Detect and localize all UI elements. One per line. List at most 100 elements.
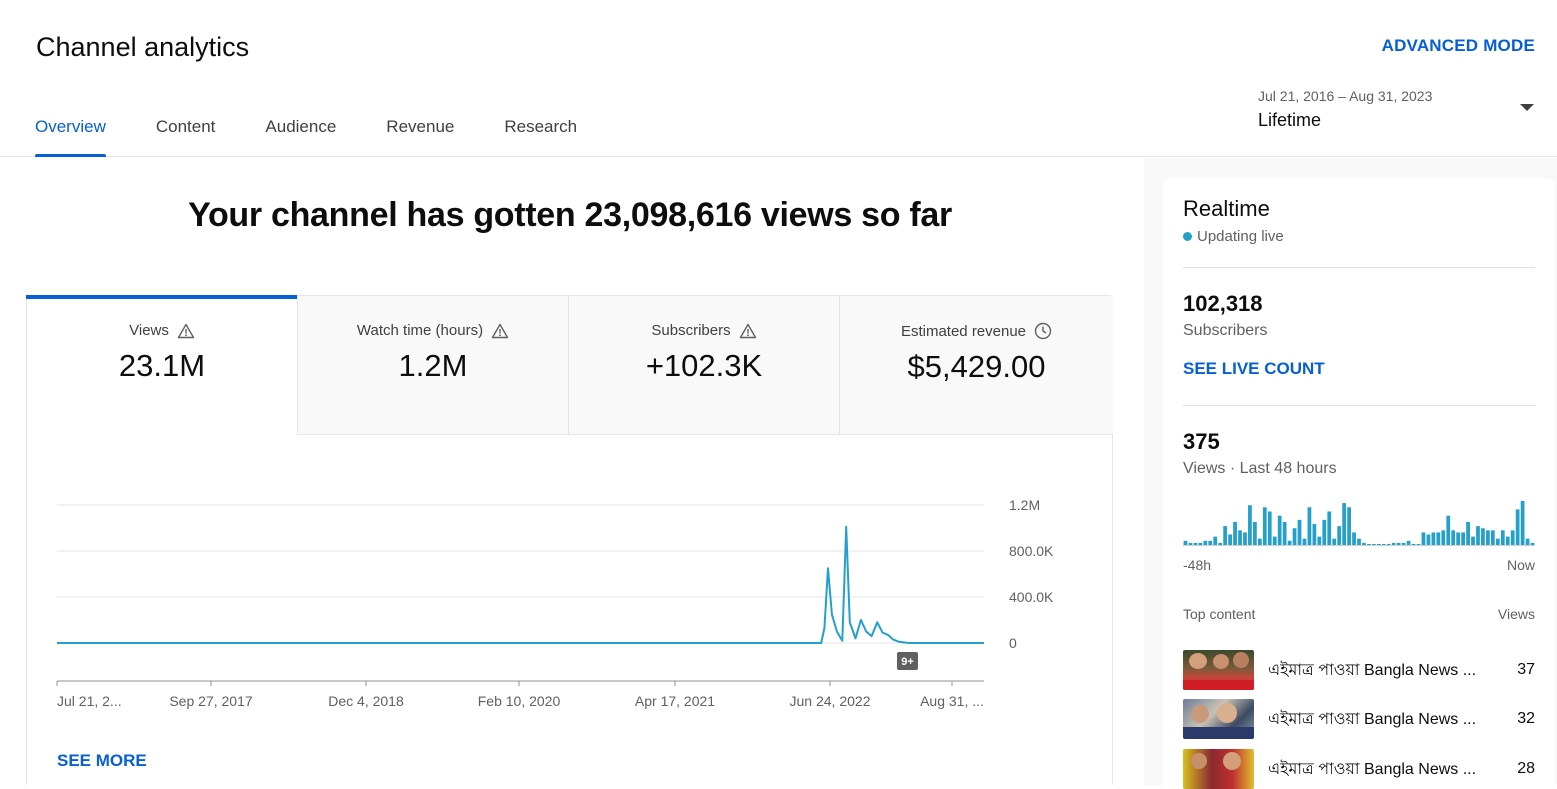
date-range-picker[interactable]: Jul 21, 2016 – Aug 31, 2023 Lifetime (1258, 88, 1538, 131)
realtime-bar[interactable] (1381, 544, 1386, 545)
video-thumbnail[interactable] (1183, 650, 1254, 690)
tab-audience[interactable]: Audience (265, 117, 337, 136)
views-line-chart[interactable]: 1.2M 800.0K 400.0K 0 Jul 21, 2... Sep 27, 201… (27, 436, 1114, 736)
realtime-bar[interactable] (1466, 521, 1470, 545)
realtime-bar[interactable] (1188, 542, 1193, 545)
realtime-bar[interactable] (1312, 524, 1317, 545)
realtime-bar[interactable] (1198, 542, 1203, 545)
video-thumbnail[interactable] (1183, 749, 1254, 789)
realtime-bar[interactable] (1253, 521, 1257, 545)
realtime-bar[interactable] (1401, 542, 1406, 545)
realtime-bar[interactable] (1337, 526, 1342, 545)
top-content-item[interactable]: এইমাত্র পাওয়া Bangla News ... 32 (1183, 699, 1535, 739)
realtime-bar[interactable] (1471, 536, 1475, 545)
realtime-bar[interactable] (1297, 519, 1302, 545)
realtime-bar[interactable] (1530, 542, 1535, 545)
realtime-bar[interactable] (1327, 511, 1332, 545)
realtime-bar[interactable] (1362, 542, 1366, 545)
realtime-bar[interactable] (1248, 505, 1252, 545)
realtime-bar[interactable] (1322, 519, 1327, 545)
realtime-bar[interactable] (1510, 530, 1515, 545)
realtime-bar[interactable] (1272, 536, 1277, 545)
realtime-bar[interactable] (1371, 544, 1376, 545)
realtime-bar[interactable] (1262, 507, 1267, 545)
warning-icon[interactable] (739, 323, 757, 339)
realtime-bar[interactable] (1243, 532, 1247, 545)
dropdown-caret-icon[interactable] (1520, 104, 1534, 111)
realtime-bar[interactable] (1441, 530, 1446, 545)
realtime-bar[interactable] (1223, 526, 1228, 545)
clock-icon[interactable] (1034, 322, 1052, 340)
realtime-bar[interactable] (1277, 515, 1282, 545)
tab-overview[interactable]: Overview (35, 117, 106, 157)
realtime-bar[interactable] (1357, 538, 1361, 545)
see-more-link[interactable]: SEE MORE (57, 751, 147, 770)
realtime-bar[interactable] (1411, 544, 1416, 545)
realtime-bar[interactable] (1317, 536, 1322, 545)
metric-tab-views[interactable]: Views 23.1M (26, 295, 298, 435)
realtime-bar[interactable] (1456, 532, 1461, 545)
realtime-bar[interactable] (1238, 530, 1242, 545)
realtime-bar[interactable] (1416, 544, 1421, 545)
realtime-bar[interactable] (1486, 530, 1490, 545)
realtime-bar[interactable] (1520, 501, 1525, 545)
realtime-bar[interactable] (1208, 540, 1213, 545)
realtime-bar[interactable] (1490, 530, 1495, 545)
realtime-bar[interactable] (1376, 544, 1381, 545)
realtime-bar[interactable] (1307, 507, 1312, 545)
realtime-bar[interactable] (1347, 507, 1351, 545)
views-series-line[interactable] (57, 525, 984, 644)
realtime-bar[interactable] (1461, 532, 1465, 545)
realtime-bar[interactable] (1515, 509, 1520, 545)
top-content-item[interactable]: এইমাত্র পাওয়া Bangla News ... 28 (1183, 749, 1535, 789)
annotation-badge[interactable] (897, 652, 918, 670)
realtime-bar[interactable] (1391, 542, 1396, 545)
realtime-bar[interactable] (1500, 530, 1505, 545)
realtime-bar[interactable] (1292, 528, 1297, 545)
realtime-bar[interactable] (1421, 532, 1426, 545)
realtime-bar[interactable] (1446, 515, 1451, 545)
realtime-bar[interactable] (1451, 530, 1456, 545)
realtime-bar[interactable] (1233, 521, 1237, 545)
realtime-bar[interactable] (1386, 544, 1391, 545)
realtime-bar[interactable] (1476, 526, 1480, 545)
tab-revenue[interactable]: Revenue (386, 117, 455, 136)
video-thumbnail[interactable] (1183, 699, 1254, 739)
realtime-bar[interactable] (1426, 534, 1431, 545)
realtime-bar[interactable] (1302, 538, 1307, 545)
tab-research[interactable]: Research (504, 117, 578, 136)
realtime-bar[interactable] (1406, 540, 1411, 545)
advanced-mode-button[interactable]: ADVANCED MODE (1381, 36, 1535, 55)
realtime-bar[interactable] (1183, 540, 1188, 545)
realtime-bar[interactable] (1213, 536, 1218, 545)
realtime-bar[interactable] (1481, 528, 1485, 545)
realtime-bar[interactable] (1505, 536, 1510, 545)
realtime-bar[interactable] (1218, 542, 1223, 545)
live-indicator: Updating live (1183, 228, 1284, 245)
realtime-bar[interactable] (1431, 532, 1436, 545)
realtime-bar[interactable] (1228, 534, 1232, 545)
realtime-bar-chart[interactable] (1183, 490, 1535, 546)
realtime-bar[interactable] (1525, 538, 1530, 545)
realtime-bar[interactable] (1282, 521, 1287, 545)
realtime-bar[interactable] (1367, 544, 1371, 545)
warning-icon[interactable] (491, 323, 509, 339)
realtime-bar[interactable] (1287, 540, 1292, 545)
see-live-count-link[interactable]: SEE LIVE COUNT (1183, 359, 1325, 378)
metric-tab-watch-time[interactable]: Watch time (hours) 1.2M (298, 296, 569, 435)
warning-icon[interactable] (177, 323, 195, 339)
realtime-bar[interactable] (1332, 538, 1337, 545)
realtime-bar[interactable] (1342, 503, 1347, 545)
metric-tab-revenue[interactable]: Estimated revenue $5,429.00 (840, 296, 1113, 435)
realtime-bar[interactable] (1436, 532, 1441, 545)
metric-tab-subscribers[interactable]: Subscribers +102.3K (569, 296, 840, 435)
realtime-bar[interactable] (1352, 532, 1356, 545)
realtime-bar[interactable] (1495, 538, 1500, 545)
realtime-bar[interactable] (1203, 540, 1208, 545)
top-content-item[interactable]: এইমাত্র পাওয়া Bangla News ... 37 (1183, 650, 1535, 690)
realtime-bar[interactable] (1193, 542, 1198, 545)
realtime-bar[interactable] (1396, 542, 1401, 545)
tab-content[interactable]: Content (155, 117, 216, 136)
realtime-bar[interactable] (1257, 538, 1262, 545)
realtime-bar[interactable] (1267, 511, 1272, 545)
